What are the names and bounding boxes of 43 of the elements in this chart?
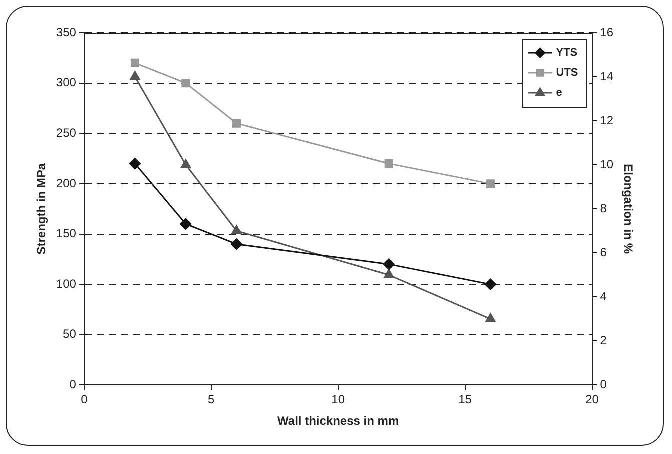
point xyxy=(384,160,394,168)
y2-tick-label: 8 xyxy=(600,201,608,216)
legend-label: YTS xyxy=(556,47,578,60)
point xyxy=(130,71,140,80)
point xyxy=(182,79,190,88)
y-tick-label: 0 xyxy=(70,378,77,392)
point xyxy=(486,313,496,322)
x-tick-label: 10 xyxy=(332,392,346,407)
point xyxy=(129,158,141,170)
point xyxy=(231,238,243,250)
y-tick-label: 300 xyxy=(56,76,77,90)
y2-tick-label: 14 xyxy=(600,69,614,84)
point xyxy=(384,269,394,278)
y2-tick-label: 0 xyxy=(600,378,608,392)
point xyxy=(383,258,395,270)
y2-tick-label: 10 xyxy=(600,157,614,172)
y2-tick-label: 12 xyxy=(600,113,614,128)
x-tick-label: 0 xyxy=(81,392,88,407)
y-tick-label: 100 xyxy=(56,276,77,291)
y2-tick-label: 4 xyxy=(600,289,608,304)
point xyxy=(130,58,140,68)
x-tick-label: 15 xyxy=(458,392,472,407)
x-tick-label: 5 xyxy=(208,392,216,407)
y2-tick-label: 2 xyxy=(600,333,608,348)
point xyxy=(232,225,242,234)
point xyxy=(484,278,496,290)
x-axis-title: Wall thickness in mm xyxy=(278,414,400,428)
y-tick-label: 50 xyxy=(63,327,77,342)
x-tick-label: 20 xyxy=(586,392,600,407)
point xyxy=(232,119,242,128)
point xyxy=(180,218,192,230)
y-tick-label: 150 xyxy=(56,226,77,241)
point xyxy=(486,180,495,188)
y2-axis-title: Elongation in % xyxy=(621,164,636,254)
legend-label: UTS xyxy=(556,67,578,80)
point xyxy=(180,159,192,168)
legend-label: e xyxy=(556,87,562,100)
y-tick-label: 200 xyxy=(56,176,77,190)
y-tick-label: 350 xyxy=(56,25,77,40)
y-axis-title: Strength in MPa xyxy=(34,163,49,255)
y2-tick-label: 16 xyxy=(600,25,614,40)
y2-tick-label: 6 xyxy=(600,245,608,260)
y-tick-label: 250 xyxy=(56,126,77,140)
